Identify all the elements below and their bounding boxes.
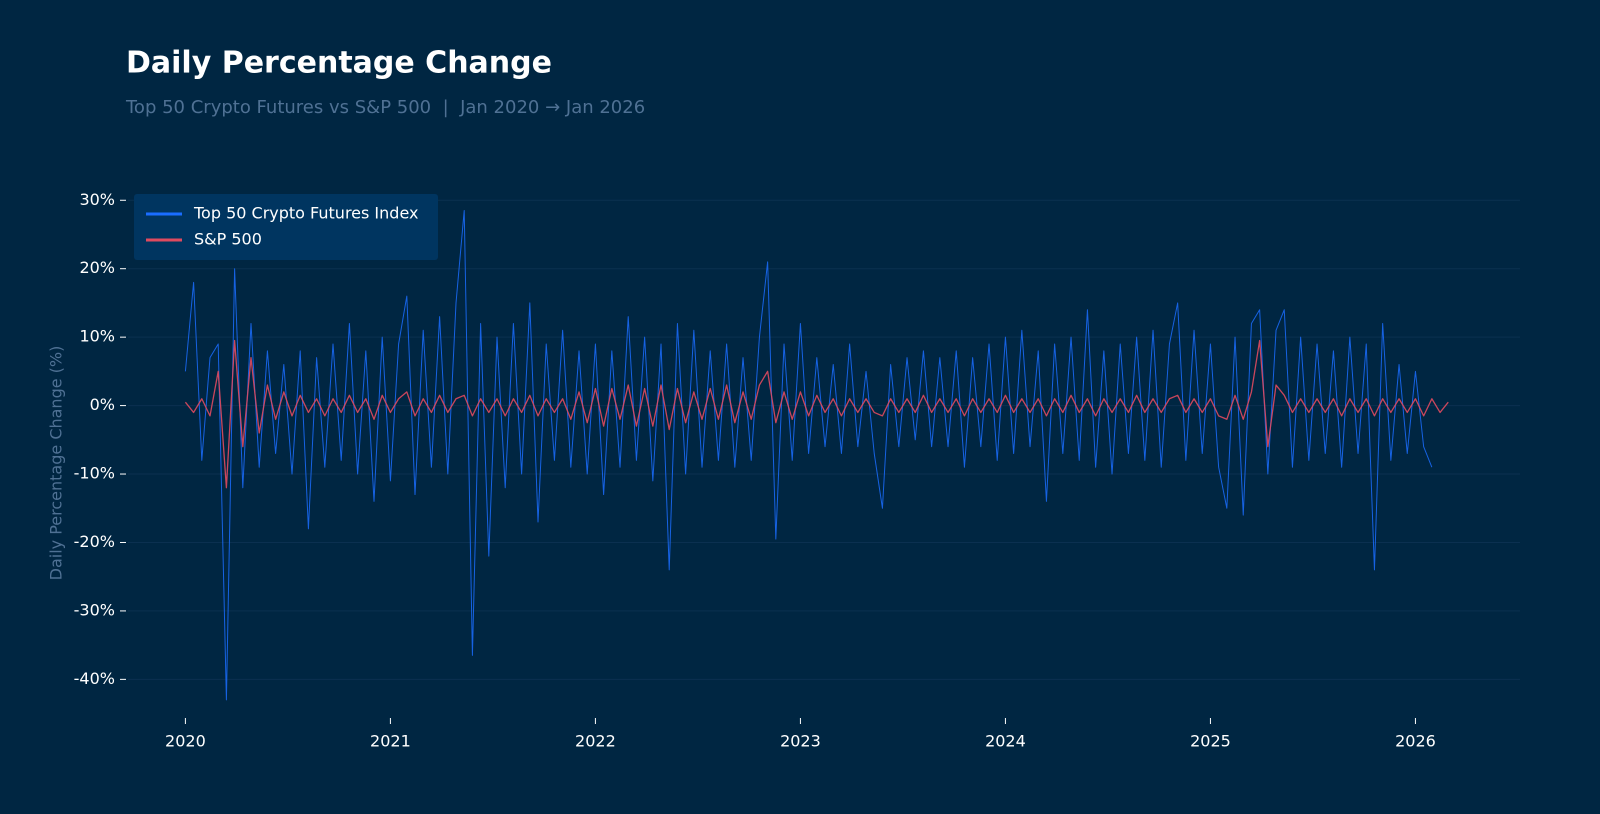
x-tick-label: 2025 — [1190, 732, 1231, 751]
y-tick-label: 20% — [79, 258, 115, 277]
chart-subtitle: Top 50 Crypto Futures vs S&P 500 | Jan 2… — [125, 97, 645, 118]
x-tick-label: 2021 — [370, 732, 411, 751]
y-tick-label: -10% — [74, 464, 115, 483]
legend: Top 50 Crypto Futures Index S&P 500 — [134, 194, 438, 260]
x-tick-label: 2024 — [985, 732, 1026, 751]
y-tick-label: 0% — [90, 395, 115, 414]
y-tick-label: -40% — [74, 669, 115, 688]
y-tick-label: -20% — [74, 532, 115, 551]
x-tick-label: 2022 — [575, 732, 616, 751]
y-axis-label: Daily Percentage Change (%) — [47, 346, 66, 581]
y-tick-label: -30% — [74, 600, 115, 619]
legend-box — [134, 194, 438, 260]
series-line — [184, 339, 1449, 489]
legend-label: S&P 500 — [194, 230, 262, 249]
y-tick-label: 10% — [79, 327, 115, 346]
y-tick-label: 30% — [79, 190, 115, 209]
x-tick-label: 2023 — [780, 732, 821, 751]
chart-title: Daily Percentage Change — [126, 46, 552, 81]
x-tick-label: 2026 — [1395, 732, 1436, 751]
x-tick-label: 2020 — [165, 732, 206, 751]
series-line — [184, 210, 1433, 701]
legend-label: Top 50 Crypto Futures Index — [193, 204, 418, 223]
